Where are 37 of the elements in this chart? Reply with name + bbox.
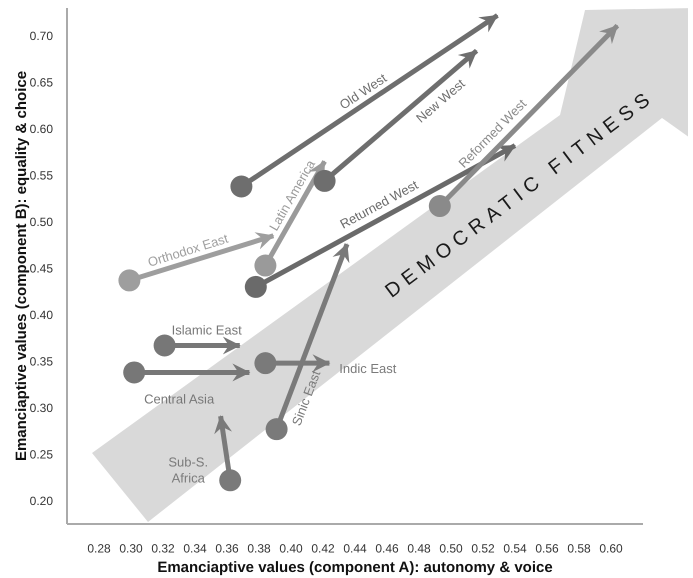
x-tick-label: 0.60 <box>599 542 623 556</box>
x-tick-label: 0.54 <box>503 542 527 556</box>
y-tick-label: 0.20 <box>30 494 54 508</box>
y-tick-label: 0.70 <box>30 29 54 44</box>
x-tick-label: 0.48 <box>407 542 431 556</box>
x-tick-label: 0.28 <box>87 542 111 556</box>
y-tick-label: 0.50 <box>30 215 54 230</box>
x-tick-label: 0.58 <box>567 542 591 556</box>
x-tick-label: 0.56 <box>535 542 559 556</box>
x-tick-label: 0.46 <box>375 542 399 556</box>
y-tick-label: 0.55 <box>30 168 54 183</box>
y-tick-label: 0.40 <box>30 308 54 322</box>
y-tick-label: 0.45 <box>30 262 54 276</box>
x-tick-label: 0.50 <box>439 542 463 556</box>
x-tick-label: 0.34 <box>183 542 207 556</box>
x-axis-title: Emanciaptive values (component A): autonomy & voice <box>157 559 553 576</box>
series-label: Islamic East <box>172 322 242 337</box>
y-tick-label: 0.65 <box>30 76 54 90</box>
series-label: Indic East <box>339 360 397 376</box>
x-tick-label: 0.52 <box>471 542 495 556</box>
text: Sinic East <box>288 368 324 428</box>
x-tick-label: 0.36 <box>215 542 239 556</box>
y-tick-label: 0.30 <box>30 401 54 416</box>
series-label: Central Asia <box>144 390 215 406</box>
x-tick-label: 0.30 <box>119 542 143 556</box>
x-tick-label: 0.40 <box>279 542 303 556</box>
text: Orthodox East <box>146 230 230 270</box>
x-tick-label: 0.38 <box>247 542 271 556</box>
y-tick-label: 0.25 <box>30 448 54 462</box>
y-axis-title: Emanciaptive values (component B): equality & choice <box>12 70 30 462</box>
series-label: Sub-S. Africa <box>168 454 208 486</box>
y-tick-label: 0.35 <box>30 354 54 369</box>
x-tick-label: 0.44 <box>343 542 367 556</box>
x-tick-label: 0.42 <box>311 542 335 556</box>
text: Old West <box>336 70 390 112</box>
y-tick-label: 0.60 <box>30 122 54 136</box>
x-tick-label: 0.32 <box>151 542 175 556</box>
